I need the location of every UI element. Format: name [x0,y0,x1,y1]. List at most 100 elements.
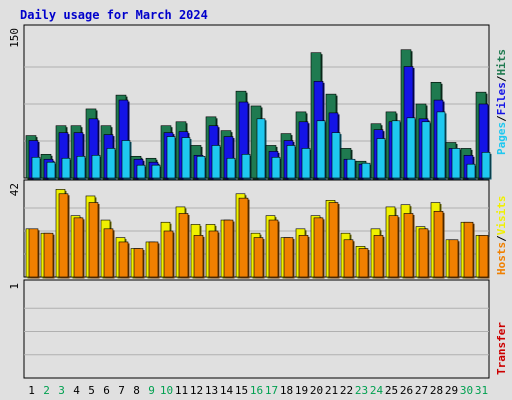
x-tick-label-day-24: 24 [370,384,384,397]
x-tick-label-day-9: 9 [148,384,155,397]
axis-label-separator: / [495,115,508,122]
bar-hosts-day-25 [388,215,399,278]
bar-pages-day-15 [241,154,251,179]
y-tick-label-2: 42 [8,183,21,196]
x-tick-label-day-6: 6 [103,384,110,397]
bar-pages-day-26 [406,117,416,179]
x-tick-label-day-12: 12 [190,384,203,397]
bar-pages-day-14 [226,157,236,179]
bar-pages-day-16 [256,118,266,179]
bar-pages-day-8 [136,164,146,179]
x-tick-label-day-7: 7 [118,384,125,397]
x-tick-label-day-11: 11 [175,384,188,397]
bar-hosts-day-23 [358,248,369,278]
bar-hosts-day-20 [313,217,324,278]
bar-hosts-day-19 [298,235,309,278]
bar-pages-day-30 [466,163,476,179]
bar-pages-day-18 [286,145,296,179]
x-tick-label-day-31: 31 [475,384,488,397]
bar-hosts-day-9 [148,241,159,278]
bar-hosts-day-7 [118,241,129,278]
x-tick-label-day-22: 22 [340,384,353,397]
bar-pages-day-29 [451,148,461,179]
bar-pages-day-11 [181,137,191,179]
axis-label-part: Pages [495,122,508,155]
x-tick-label-day-23: 23 [355,384,368,397]
bar-pages-day-19 [301,148,311,179]
bar-pages-day-25 [391,120,401,179]
bar-hosts-day-11 [178,213,189,278]
bar-pages-day-27 [421,121,431,179]
axis-label-part: Hosts [495,242,508,275]
x-tick-label-day-27: 27 [415,384,428,397]
bar-hosts-day-22 [343,239,354,278]
bar-hosts-day-26 [403,213,414,278]
bar-hosts-day-2 [43,232,54,278]
bar-pages-day-3 [61,157,71,179]
bar-pages-day-23 [361,162,371,179]
bar-hosts-day-15 [238,197,249,278]
bar-hosts-day-5 [88,202,99,278]
bar-pages-day-2 [46,161,56,179]
bar-hosts-day-29 [448,239,459,278]
bar-pages-day-21 [331,132,341,179]
x-tick-label-day-18: 18 [280,384,293,397]
axis-label-separator: / [495,235,508,242]
bar-pages-day-12 [196,155,206,179]
axis-label-separator: / [495,75,508,82]
x-tick-label-day-26: 26 [400,384,413,397]
bar-hosts-day-10 [163,230,174,278]
chart-title: Daily usage for March 2024 [20,8,208,22]
x-tick-label-day-5: 5 [88,384,95,397]
bar-hosts-day-21 [328,202,339,278]
bar-hosts-day-27 [418,228,429,278]
bar-hosts-day-18 [283,237,294,278]
x-tick-label-day-14: 14 [220,384,234,397]
x-tick-label-day-3: 3 [58,384,65,397]
bar-hosts-day-31 [478,235,489,278]
x-tick-label-day-15: 15 [235,384,248,397]
axis-label-part: Hits [495,49,508,76]
x-tick-label-day-17: 17 [265,384,278,397]
x-tick-label-day-4: 4 [73,384,80,397]
bar-pages-day-6 [106,148,116,179]
axis-label-part: Visits [495,196,508,236]
axis-label-3: Transfer [495,322,508,375]
bar-hosts-day-17 [268,219,279,278]
bar-pages-day-28 [436,111,446,179]
bar-pages-day-17 [271,156,281,179]
panel-frame-3 [23,279,490,379]
bar-pages-day-1 [31,156,41,179]
bar-hosts-day-14 [223,219,234,278]
x-tick-label-day-28: 28 [430,384,443,397]
bar-hosts-day-12 [193,235,204,278]
y-tick-label-1: 150 [8,28,21,48]
x-tick-label-day-29: 29 [445,384,458,397]
axis-label-2: Hosts/Visits [495,196,508,276]
bar-hosts-day-8 [133,248,144,278]
axis-label-part: Files [495,82,508,115]
x-tick-label-day-20: 20 [310,384,323,397]
bar-pages-day-5 [91,155,101,179]
bar-hosts-day-3 [58,193,69,278]
x-tick-label-day-25: 25 [385,384,398,397]
bar-pages-day-4 [76,155,86,179]
axis-label-part: Transfer [495,322,508,375]
bar-pages-day-20 [316,120,326,179]
bar-hosts-day-6 [103,228,114,278]
bar-pages-day-7 [121,140,131,179]
bar-hosts-day-13 [208,230,219,278]
x-tick-label-day-8: 8 [133,384,140,397]
bar-pages-day-9 [151,164,161,179]
bar-pages-day-24 [376,138,386,179]
x-tick-label-day-10: 10 [160,384,173,397]
bar-hosts-day-16 [253,237,264,278]
x-tick-label-day-21: 21 [325,384,338,397]
bar-hosts-day-24 [373,235,384,278]
x-tick-label-day-2: 2 [43,384,50,397]
y-tick-label-3: 1 [8,283,21,290]
bar-pages-day-10 [166,136,176,179]
bar-hosts-day-28 [433,210,444,278]
x-tick-label-day-16: 16 [250,384,263,397]
